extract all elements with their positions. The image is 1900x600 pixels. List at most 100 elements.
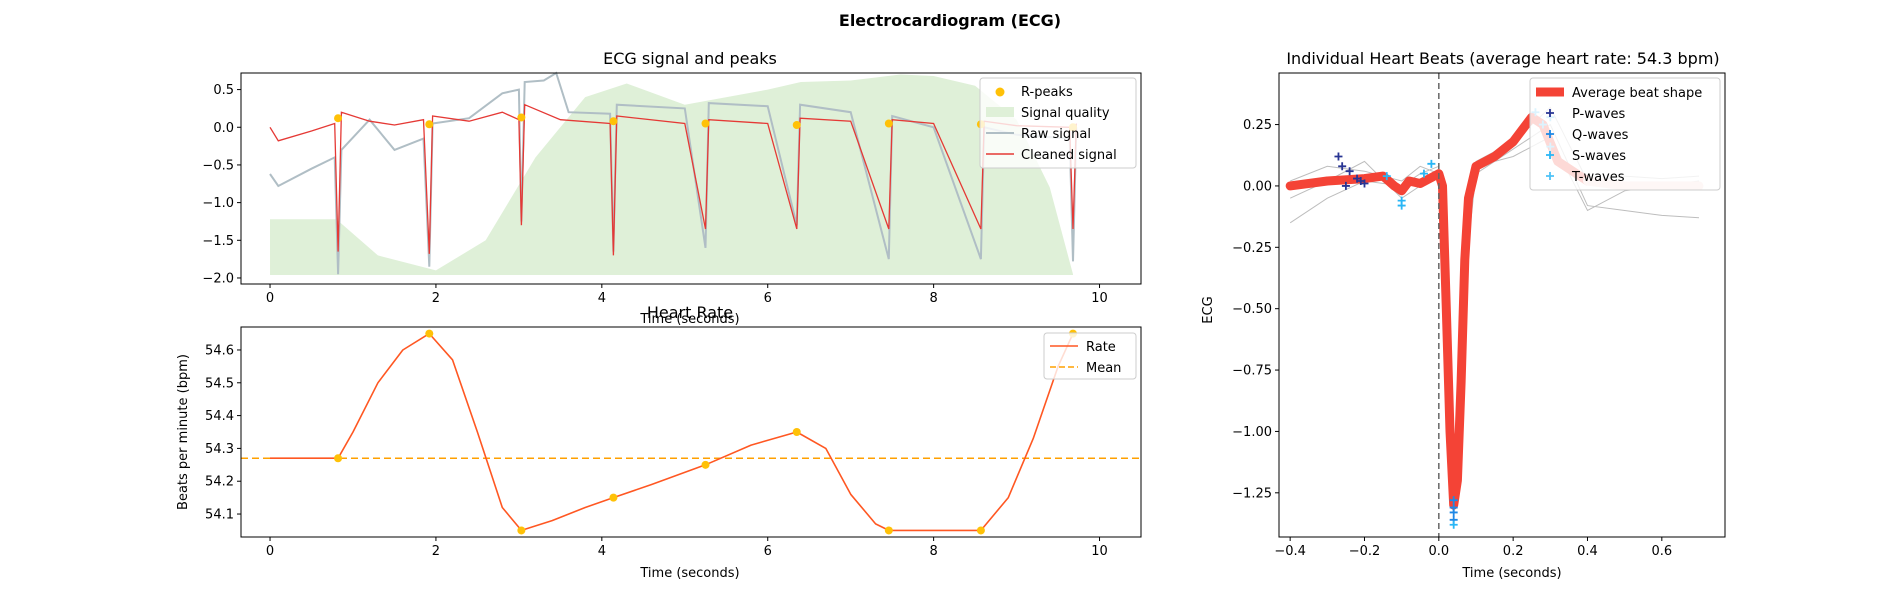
heart-beats-y-axis-label: ECG bbox=[1201, 296, 1216, 323]
heart-beats-x-tick-label: −0.2 bbox=[1349, 544, 1381, 559]
ecg-panel-title: ECG signal and peaks bbox=[603, 49, 777, 68]
ecg-x-tick-label: 2 bbox=[432, 291, 440, 306]
r-peak-point bbox=[517, 113, 526, 122]
s-wave-marker bbox=[1419, 169, 1428, 178]
heart-rate-panel-title: Heart Rate bbox=[647, 303, 733, 322]
s-wave-marker bbox=[1449, 520, 1458, 529]
ecg-y-tick-label: 0.5 bbox=[213, 83, 234, 98]
ecg-legend-box bbox=[979, 77, 1137, 169]
legend-clean-label: Cleaned signal bbox=[1021, 148, 1117, 163]
q-wave-marker bbox=[1449, 496, 1458, 505]
p-wave-marker bbox=[1345, 167, 1354, 176]
heart-beats-y-tick-label: −0.75 bbox=[1232, 364, 1272, 379]
heart-rate-x-tick-label: 2 bbox=[432, 544, 440, 559]
figure-suptitle: Electrocardiogram (ECG) bbox=[839, 11, 1061, 30]
q-wave-marker bbox=[1449, 508, 1458, 517]
legend-q-wave-marker bbox=[1546, 130, 1554, 138]
ecg-plot-area bbox=[269, 71, 1078, 275]
legend-s-wave-label: S-waves bbox=[1572, 149, 1626, 164]
p-wave-marker bbox=[1341, 181, 1350, 190]
legend-q-wave-label: Q-waves bbox=[1572, 128, 1629, 143]
ecg-y-tick-label: −1.5 bbox=[202, 234, 234, 249]
p-wave-marker bbox=[1334, 152, 1343, 161]
heart-rate-y-tick-label: 54.3 bbox=[205, 442, 234, 457]
r-peak-point bbox=[884, 119, 893, 128]
heart-rate-y-tick-label: 54.2 bbox=[205, 475, 234, 490]
heart-rate-y-axis-label: Beats per minute (bpm) bbox=[176, 354, 191, 510]
ecg-x-tick-label: 8 bbox=[929, 291, 937, 306]
legend-quality-swatch bbox=[986, 107, 1014, 117]
legend-t-wave-label: T-waves bbox=[1571, 170, 1625, 185]
heart-rate-point bbox=[334, 454, 343, 463]
heart-rate-x-tick-label: 10 bbox=[1091, 544, 1108, 559]
heart-rate-y-tick-label: 54.5 bbox=[205, 376, 234, 391]
r-peak-point bbox=[609, 117, 618, 126]
heart-rate-axes: 0 2 4 6 8 10 54.6 54.5 54.4 54.3 54.2 54.1 bbox=[205, 326, 1142, 559]
ecg-y-tick-label: −2.0 bbox=[202, 271, 234, 286]
heart-rate-x-tick-label: 6 bbox=[764, 544, 772, 559]
heart-rate-legend-box bbox=[1043, 332, 1137, 380]
legend-quality-label: Signal quality bbox=[1021, 106, 1110, 121]
heart-beats-x-tick-label: 0.0 bbox=[1428, 544, 1449, 559]
heart-rate-line bbox=[270, 332, 1074, 532]
legend-mean-label: Mean bbox=[1086, 361, 1121, 376]
heart-rate-frame bbox=[240, 326, 1142, 538]
heart-beats-y-tick-label: −1.00 bbox=[1232, 425, 1272, 440]
heart-rate-panel: Heart Rate 0 2 4 6 8 10 54.6 54.5 54.4 54.3 54.2 54… bbox=[176, 303, 1142, 581]
heart-rate-x-axis-label: Time (seconds) bbox=[639, 566, 739, 581]
ecg-y-tick-label: −0.5 bbox=[202, 158, 234, 173]
p-wave-marker bbox=[1338, 162, 1347, 171]
ecg-x-axis-label: Time (seconds) bbox=[639, 312, 739, 327]
ecg-legend: R-peaks Signal quality Raw signal Cleaned s… bbox=[979, 77, 1137, 169]
legend-t-wave-marker bbox=[1546, 172, 1554, 180]
p-wave-marker bbox=[1360, 179, 1369, 188]
heart-beats-frame bbox=[1278, 72, 1726, 538]
heart-beats-y-tick-label: −0.50 bbox=[1232, 302, 1272, 317]
cleaned-signal-line bbox=[269, 103, 1077, 256]
heart-beats-panel: Individual Heart Beats (average heart ra… bbox=[1201, 49, 1726, 581]
r-peak-point bbox=[334, 114, 343, 123]
heart-beats-y-tick-label: 0.25 bbox=[1243, 118, 1272, 133]
heart-beats-x-tick-label: 0.6 bbox=[1651, 544, 1672, 559]
heart-rate-point bbox=[976, 526, 985, 535]
heart-rate-point bbox=[701, 460, 710, 469]
heart-rate-x-tick-label: 4 bbox=[598, 544, 606, 559]
heart-beats-y-tick-label: −0.25 bbox=[1232, 241, 1272, 256]
heart-rate-x-tick-label: 0 bbox=[266, 544, 274, 559]
heart-rate-y-tick-label: 54.1 bbox=[205, 508, 234, 523]
r-peak-point bbox=[425, 120, 434, 129]
ecg-frame bbox=[240, 72, 1142, 285]
legend-rpeaks-label: R-peaks bbox=[1021, 85, 1073, 100]
average-beat-line bbox=[1285, 112, 1592, 510]
heart-beats-x-tick-label: 0.2 bbox=[1503, 544, 1524, 559]
r-peak-point bbox=[701, 119, 710, 128]
ecg-x-tick-label: 10 bbox=[1091, 291, 1108, 306]
ecg-x-tick-label: 0 bbox=[266, 291, 274, 306]
r-peak-point bbox=[792, 120, 801, 129]
legend-p-wave-marker bbox=[1546, 109, 1554, 117]
legend-rate-label: Rate bbox=[1086, 340, 1116, 355]
legend-rpeaks-marker bbox=[995, 87, 1005, 97]
ecg-y-tick-label: −1.0 bbox=[202, 196, 234, 211]
heart-beats-x-tick-label: 0.4 bbox=[1577, 544, 1598, 559]
heart-beats-x-axis-label: Time (seconds) bbox=[1461, 566, 1561, 581]
heart-rate-x-tick-label: 8 bbox=[929, 544, 937, 559]
ecg-signal-panel: ECG signal and peaks 0 2 4 6 8 10 0.5 0.0 −0.5 −1… bbox=[202, 49, 1142, 327]
heart-beats-x-tick-label: −0.4 bbox=[1274, 544, 1306, 559]
legend-s-wave-marker bbox=[1546, 151, 1554, 159]
heart-rate-point bbox=[425, 329, 434, 338]
heart-beats-panel-title: Individual Heart Beats (average heart ra… bbox=[1286, 49, 1719, 68]
s-wave-marker bbox=[1397, 201, 1406, 210]
s-wave-marker bbox=[1427, 159, 1436, 168]
heart-rate-point bbox=[517, 526, 526, 535]
heart-rate-point bbox=[884, 526, 893, 535]
heart-rate-point bbox=[609, 493, 618, 502]
heart-rate-y-tick-label: 54.4 bbox=[205, 409, 234, 424]
raw-signal-line bbox=[269, 71, 1078, 275]
ecg-x-tick-label: 6 bbox=[764, 291, 772, 306]
heart-rate-plot-area bbox=[241, 329, 1141, 535]
heart-beats-axes: −0.4 −0.2 0.0 0.2 0.4 0.6 0.25 0.00 −0.25 −0.50 −0… bbox=[1232, 72, 1726, 559]
heart-beats-legend: Average beat shape P-waves Q-waves S-waves T… bbox=[1529, 77, 1721, 191]
heart-rate-y-tick-label: 54.6 bbox=[205, 343, 234, 358]
